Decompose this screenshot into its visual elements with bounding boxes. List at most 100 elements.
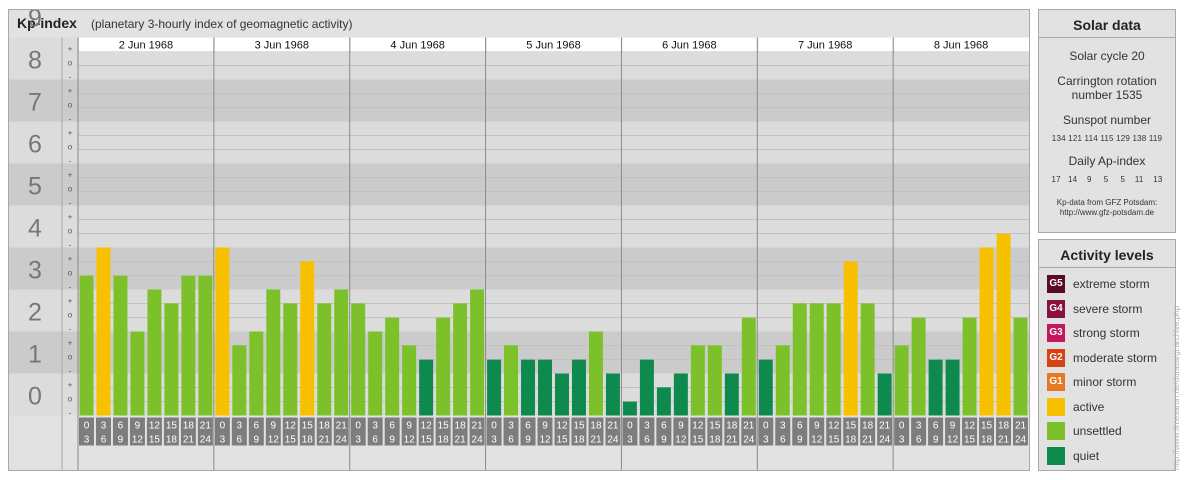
interval-box [911,417,927,446]
interval-end-label: 15 [285,435,297,446]
carrington-line-2: number 1535 [1071,88,1143,102]
kp-band [9,163,1029,206]
interval-start-label: 6 [118,421,124,432]
interval-box [809,417,825,446]
kp-bar [351,303,366,416]
legend-label: unsettled [1073,424,1122,438]
interval-start-label: 15 [981,421,993,432]
y-tick-label: 5 [28,173,42,201]
interval-box [180,417,196,446]
kp-bar [96,247,111,416]
interval-box [605,417,621,446]
interval-start-label: 0 [491,421,497,432]
interval-start-label: 6 [933,421,939,432]
interval-start-label: 21 [1015,421,1027,432]
kp-band [9,121,1029,164]
y-minor-tick: o [68,227,73,236]
activity-levels-panel: Activity levels G5 extreme storm G4 severe … [1038,239,1176,471]
interval-start-label: 0 [627,421,633,432]
interval-start-label: 0 [220,421,226,432]
interval-start-label: 9 [406,421,412,432]
interval-end-label: 15 [692,435,704,446]
interval-start-label: 21 [607,421,619,432]
interval-start-label: 6 [389,421,395,432]
kp-bar [504,345,519,416]
interval-box [265,417,281,446]
y-minor-tick: o [68,101,73,110]
interval-box [163,417,179,446]
interval-box [860,417,876,446]
y-minor-tick: + [68,213,73,222]
carrington-line-1: Carrington rotation [1057,74,1157,88]
chart-subtitle: (planetary 3-hourly index of geomagnetic… [91,17,353,31]
day-header [758,37,894,52]
interval-start-label: 21 [472,421,484,432]
day-label: 4 Jun 1968 [390,40,444,52]
kp-bar [894,345,909,416]
interval-end-label: 18 [981,435,993,446]
interval-end-label: 21 [183,435,195,446]
day-header [79,37,214,52]
interval-end-label: 18 [573,435,585,446]
kp-band [9,373,1029,416]
kp-bar [79,275,94,416]
kp-bar [996,233,1011,416]
y-tick-label: 7 [28,89,42,117]
kp-bar [317,303,332,416]
y-minor-tick: o [68,311,73,320]
interval-end-label: 21 [455,435,467,446]
interval-start-label: 3 [101,421,107,432]
day-header [350,37,486,52]
interval-box [690,417,706,446]
day-label: 8 Jun 1968 [934,40,988,52]
interval-start-label: 15 [302,421,314,432]
kp-bar [164,303,179,416]
kp-bar [962,317,977,416]
interval-start-label: 0 [763,421,769,432]
y-minor-tick: o [68,395,73,404]
interval-start-label: 3 [237,421,243,432]
y-minor-tick: + [68,255,73,264]
day-label: 7 Jun 1968 [798,40,852,52]
kp-bar [877,373,892,416]
interval-end-label: 9 [525,435,531,446]
interval-end-label: 24 [336,435,348,446]
kp-bar [215,247,230,416]
data-credit: Kp-data from GFZ Potsdam: http://www.gfz… [1039,198,1175,218]
interval-box [367,417,383,446]
interval-box [452,417,468,446]
credit-line-1: Kp-data from GFZ Potsdam: [1056,198,1158,207]
interval-end-label: 3 [84,435,90,446]
interval-start-label: 12 [149,421,161,432]
interval-box [503,417,519,446]
interval-start-label: 15 [438,421,450,432]
interval-end-label: 12 [404,435,416,446]
interval-end-label: 24 [1015,435,1027,446]
interval-end-label: 21 [862,435,874,446]
credit-line-2: http://www.gfz-potsdam.de [1059,208,1155,217]
kp-bar [928,359,943,416]
interval-end-label: 9 [389,435,395,446]
interval-start-label: 18 [726,421,738,432]
interval-start-label: 21 [336,421,348,432]
interval-end-label: 3 [220,435,226,446]
interval-box [197,417,213,446]
kp-bar [843,261,858,416]
interval-box [945,417,961,446]
interval-end-label: 3 [355,435,361,446]
interval-box [979,417,995,446]
interval-box [79,417,94,446]
interval-start-label: 9 [542,421,548,432]
kp-bar [605,373,620,416]
kp-bar [487,359,502,416]
y-tick-label: 4 [28,215,42,243]
solar-data-title: Solar data [1039,10,1175,38]
interval-box [622,417,638,446]
kp-band [9,289,1029,332]
y-minor-tick: + [68,171,73,180]
carrington-rotation: Carrington rotation number 1535 [1039,74,1175,102]
interval-box [520,417,536,446]
interval-start-label: 9 [271,421,277,432]
kp-bar [181,275,196,416]
